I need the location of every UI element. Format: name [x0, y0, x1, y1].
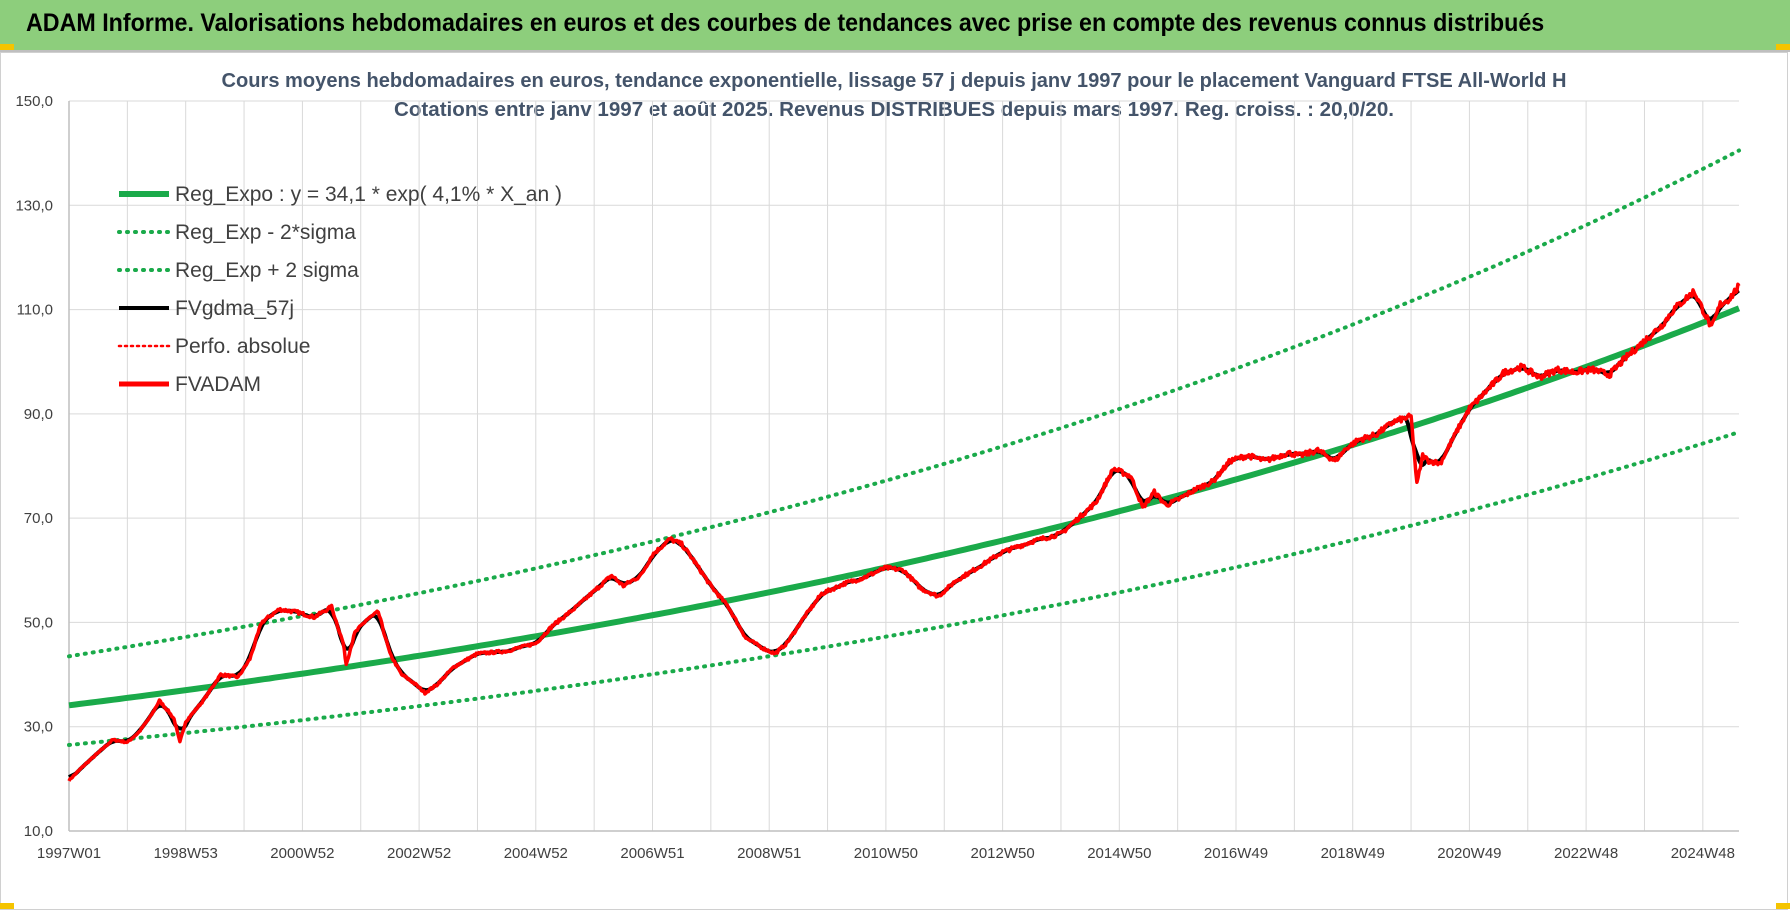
x-tick-label: 2000W52 [270, 845, 334, 862]
y-tick-label: 10,0 [24, 823, 53, 840]
header-banner: ADAM Informe. Valorisations hebdomadaire… [0, 0, 1790, 52]
chart-frame: Cours moyens hebdomadaires en euros, ten… [0, 52, 1788, 910]
series-moving-average-line [68, 288, 1740, 779]
corner-mark-top-right [1776, 44, 1790, 50]
y-tick-label: 70,0 [24, 510, 53, 527]
y-tick-label: 110,0 [17, 302, 53, 319]
corner-mark-bottom-right [1776, 903, 1790, 909]
x-tick-label: 1997W01 [37, 845, 101, 862]
series-price-line [67, 282, 1741, 782]
legend-label-4: Perfo. absolue [175, 335, 310, 358]
legend-label-0: Reg_Expo : y = 34,1 * exp( 4,1% * X_an ) [175, 183, 562, 206]
x-tick-label: 2008W51 [737, 845, 801, 862]
x-tick-label: 2002W52 [387, 845, 451, 862]
x-tick-label: 2014W50 [1087, 845, 1151, 862]
y-tick-label: 50,0 [24, 614, 53, 631]
y-tick-label: 30,0 [24, 719, 53, 736]
x-tick-label: 2018W49 [1321, 845, 1385, 862]
x-tick-label: 2004W52 [504, 845, 568, 862]
x-tick-label: 2006W51 [620, 845, 684, 862]
y-tick-label: 90,0 [24, 406, 53, 423]
x-tick-label: 2012W50 [971, 845, 1035, 862]
exp-trend-chart: Cours moyens hebdomadaires en euros, ten… [15, 70, 1741, 862]
banner-title: ADAM Informe. Valorisations hebdomadaire… [26, 9, 1545, 37]
chart-subtitle: Cotations entre janv 1997 et août 2025. … [394, 99, 1394, 121]
corner-mark-bottom-left [0, 903, 14, 909]
x-tick-label: 2016W49 [1204, 845, 1268, 862]
legend-label-2: Reg_Exp + 2 sigma [175, 259, 359, 282]
x-tick-label: 2010W50 [854, 845, 918, 862]
legend-label-5: FVADAM [175, 373, 261, 396]
legend-label-1: Reg_Exp - 2*sigma [175, 221, 356, 244]
y-tick-label: 130,0 [15, 197, 53, 214]
legend-label-3: FVgdma_57j [175, 297, 294, 320]
series-band-high-line [67, 148, 1741, 659]
x-tick-label: 2024W48 [1671, 845, 1735, 862]
x-tick-label: 2022W48 [1554, 845, 1618, 862]
x-tick-label: 2020W49 [1437, 845, 1501, 862]
series-band-low-line [67, 430, 1741, 747]
x-tick-label: 1998W53 [154, 845, 218, 862]
corner-mark-top-left [0, 44, 14, 50]
series-trend-line [68, 305, 1741, 709]
y-tick-label: 150,0 [15, 93, 53, 110]
chart-title: Cours moyens hebdomadaires en euros, ten… [222, 70, 1567, 92]
